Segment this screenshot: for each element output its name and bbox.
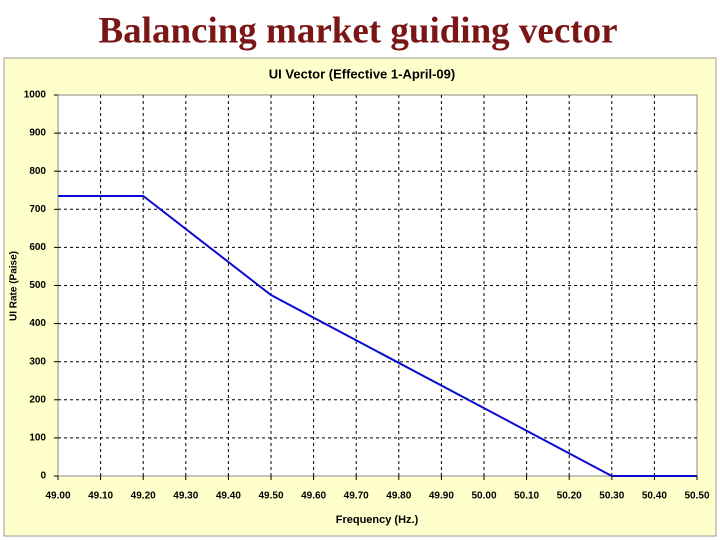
y-tick-label: 600: [29, 242, 46, 253]
x-tick-label: 50.50: [684, 491, 709, 502]
chart-title: UI Vector (Effective 1-April-09): [269, 66, 455, 81]
y-tick-label: 100: [29, 433, 46, 444]
x-tick-label: 49.40: [216, 491, 241, 502]
x-tick-label: 49.20: [131, 491, 156, 502]
y-tick-label: 200: [29, 394, 46, 405]
x-tick-label: 50.00: [471, 491, 496, 502]
x-tick-label: 50.10: [514, 491, 539, 502]
x-tick-label: 49.00: [45, 491, 70, 502]
x-axis-title: Frequency (Hz.): [336, 514, 419, 526]
y-tick-label: 300: [29, 356, 46, 367]
x-tick-label: 49.90: [429, 491, 454, 502]
y-tick-label: 800: [29, 166, 46, 177]
y-tick-label: 700: [29, 204, 46, 215]
x-tick-label: 49.30: [173, 491, 198, 502]
x-tick-label: 50.30: [599, 491, 624, 502]
y-tick-label: 0: [40, 471, 46, 482]
y-tick-label: 900: [29, 128, 46, 139]
y-tick-label: 500: [29, 280, 46, 291]
x-tick-label: 49.50: [258, 491, 283, 502]
y-axis-title: UI Rate (Paise): [9, 251, 20, 321]
x-tick-label: 49.70: [344, 491, 369, 502]
x-tick-label: 49.10: [88, 491, 113, 502]
y-tick-label: 1000: [24, 90, 47, 101]
x-tick-label: 49.60: [301, 491, 326, 502]
y-tick-label: 400: [29, 318, 46, 329]
slide-title: Balancing market guiding vector: [98, 10, 617, 51]
x-tick-label: 50.20: [557, 491, 582, 502]
x-tick-label: 49.80: [386, 491, 411, 502]
data-line: [58, 194, 697, 477]
x-tick-label: 50.40: [642, 491, 667, 502]
